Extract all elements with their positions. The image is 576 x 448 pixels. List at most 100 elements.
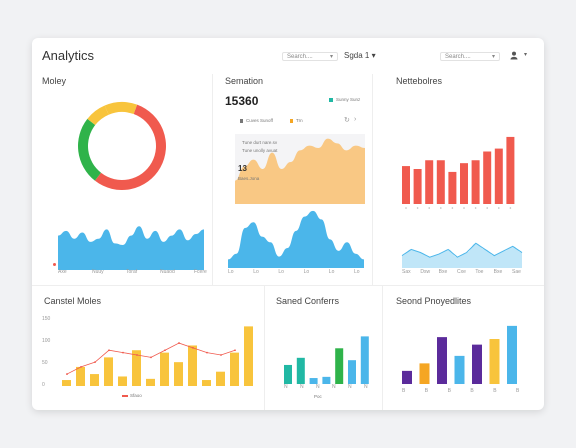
- donut-chart: [78, 102, 166, 190]
- panel-title-saned: Saned Conferrs: [276, 296, 340, 306]
- bar: [360, 336, 369, 384]
- bar-chart-multi: [402, 325, 517, 384]
- combo-bar: [244, 326, 253, 386]
- chevron-down-icon: ▾: [491, 54, 495, 60]
- x-tick-label: Lo: [354, 269, 360, 275]
- row-marker: [240, 119, 243, 123]
- x-tick-dot: [440, 207, 442, 209]
- panel-title-canstel: Canstel Moles: [44, 296, 102, 306]
- x-tick-label: N: [316, 384, 320, 390]
- bar: [335, 348, 344, 384]
- x-tick-label: Nuuy: [92, 269, 104, 275]
- combo-bar: [160, 352, 169, 386]
- bar-chart-teal: [284, 336, 369, 384]
- filter-input[interactable]: Search.... ▾: [440, 52, 500, 61]
- combo-bar: [216, 371, 225, 386]
- bar: [494, 148, 503, 204]
- x-tick-label: Lo: [253, 269, 259, 275]
- col-divider: [264, 285, 265, 410]
- bar: [460, 163, 468, 204]
- x-tick-label: Lo: [303, 269, 310, 275]
- x-tick-label: N: [348, 384, 352, 390]
- bar: [413, 169, 422, 204]
- combo-chart: [62, 326, 253, 386]
- bar: [448, 171, 457, 204]
- area4-line: [401, 242, 523, 258]
- search-input[interactable]: Search.... ▾: [282, 52, 338, 61]
- area1-x-axis: Axe Nuuy Toraf Nuaod Fcere: [58, 269, 207, 277]
- y-tick-label: 150: [42, 316, 51, 322]
- combo-line: [66, 342, 236, 375]
- x-tick-dot: [428, 207, 430, 209]
- area3-fill: [235, 138, 365, 204]
- row-divider: [32, 285, 544, 286]
- donut-slice: [104, 102, 138, 115]
- combo-point: [94, 361, 96, 364]
- x-tick-label: Cxe: [457, 269, 466, 275]
- combo-bar: [132, 350, 141, 386]
- combo-point: [122, 351, 124, 354]
- legend-label: Sunny Sunz: [336, 97, 361, 102]
- bar: [472, 344, 482, 384]
- combo-point: [66, 373, 68, 375]
- row-label-2: Trn: [296, 118, 303, 123]
- period-dropdown[interactable]: Sgda 1 ▾: [344, 51, 376, 60]
- panel-title-money: Moley: [42, 76, 67, 86]
- area4-x-axis: Sax Dsw Bxe Cxe Toe Bxe Sae: [402, 269, 522, 277]
- chevron-down-icon: ▾: [329, 54, 333, 60]
- combo-point: [164, 349, 166, 352]
- combo-point: [80, 366, 82, 368]
- area4-fill: [402, 243, 522, 268]
- note-line-1: Tune durt nare.sv: [242, 140, 278, 145]
- area2-fill: [228, 210, 364, 268]
- x-tick-dot: [498, 207, 500, 209]
- bar: [471, 160, 480, 204]
- x-tick-label: Toraf: [126, 269, 138, 275]
- x-tick-dot: [486, 207, 488, 209]
- x-tick-label: Bxe: [438, 269, 448, 275]
- combo-bar: [174, 362, 183, 386]
- chevron-down-icon[interactable]: ▾: [524, 52, 528, 58]
- x-tick-dot: [474, 207, 477, 209]
- combo-point: [234, 349, 236, 352]
- combo-bar: [90, 374, 99, 386]
- x-tick-label: Bxe: [493, 269, 503, 275]
- dashboard-card: Analytics Search.... ▾ Sgda 1 ▾ Search..…: [32, 38, 544, 410]
- bar: [419, 363, 430, 384]
- combo-point: [206, 351, 208, 354]
- user-icon[interactable]: [510, 51, 518, 60]
- refresh-icon[interactable]: ↻: [344, 117, 350, 124]
- chevron-right-icon[interactable]: ›: [354, 116, 357, 123]
- bar: [284, 364, 292, 384]
- combo-bar: [230, 352, 239, 386]
- search-placeholder: Search....: [287, 54, 313, 60]
- bar: [436, 160, 445, 204]
- legend-swatch: [122, 395, 128, 397]
- combo-y-axis: 150 100 50 0: [42, 316, 58, 396]
- x-tick-dot: [451, 207, 454, 209]
- note-line-2: Tune unolly avuat: [242, 148, 278, 153]
- y-tick-label: 0: [42, 382, 45, 388]
- overlay-sub: Baes.Jona: [238, 176, 260, 181]
- x-tick-label: B: [402, 388, 406, 394]
- col-divider: [382, 285, 383, 410]
- x-tick-label: B: [424, 388, 429, 394]
- x-tick-label: B: [516, 388, 520, 394]
- x-tick-label: N: [364, 384, 368, 390]
- panel-title-seond: Seond Pnoyedlites: [396, 296, 472, 306]
- x-tick-label: Toe: [475, 269, 484, 275]
- y-tick-label: 100: [42, 338, 51, 344]
- bar: [507, 325, 517, 384]
- x-tick-dot: [416, 207, 419, 209]
- x-tick-label: Dsw: [420, 269, 431, 275]
- metric-value: 15360: [225, 94, 259, 108]
- app-title: Analytics: [42, 48, 95, 63]
- combo-bar: [188, 345, 197, 386]
- area2-x-axis: Lo Lo Lo Lo Lo Lo: [228, 269, 364, 277]
- bar: [437, 337, 447, 384]
- col-divider: [372, 74, 373, 285]
- y-tick-label: 50: [42, 360, 48, 366]
- x-tick-label: B: [470, 388, 474, 394]
- filter-placeholder: Search....: [445, 54, 471, 60]
- x-tick-label: Lo: [228, 269, 234, 275]
